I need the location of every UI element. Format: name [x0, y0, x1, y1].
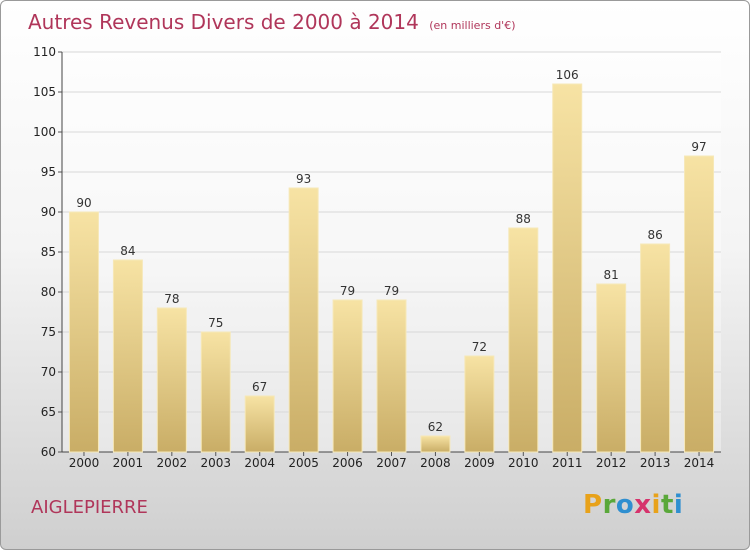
x-tick-label: 2013	[640, 456, 671, 470]
x-tick-label: 2004	[244, 456, 275, 470]
bar	[288, 187, 319, 453]
bar	[68, 211, 99, 453]
bar	[640, 243, 671, 453]
bar-value-label: 75	[208, 316, 223, 330]
chart-title-text: Autres Revenus Divers de 2000 à 2014	[28, 10, 419, 34]
x-tick-label: 2000	[69, 456, 100, 470]
y-tick-label: 85	[41, 245, 56, 259]
bar	[508, 227, 539, 453]
bar-value-label: 86	[647, 228, 662, 242]
x-tick-label: 2014	[684, 456, 715, 470]
bar-value-label: 72	[472, 340, 487, 354]
bar	[244, 395, 275, 453]
y-tick-label: 65	[41, 405, 56, 419]
x-tick-label: 2009	[464, 456, 495, 470]
x-tick-label: 2010	[508, 456, 539, 470]
bar	[376, 299, 407, 453]
bar-value-label: 97	[691, 140, 706, 154]
x-tick-label: 2002	[157, 456, 188, 470]
bar	[684, 155, 715, 453]
bar-value-label: 84	[120, 244, 135, 258]
bar	[200, 331, 231, 453]
bar-value-label: 78	[164, 292, 179, 306]
location-name: AIGLEPIERRE	[31, 497, 148, 518]
bar-value-label: 79	[384, 284, 399, 298]
x-tick-label: 2003	[200, 456, 231, 470]
x-tick-label: 2007	[376, 456, 407, 470]
bar	[596, 283, 627, 453]
x-tick-label: 2011	[552, 456, 583, 470]
x-tick-label: 2008	[420, 456, 451, 470]
bar-value-label: 62	[428, 420, 443, 434]
bar	[420, 435, 451, 453]
chart-title: Autres Revenus Divers de 2000 à 2014 (en…	[28, 10, 516, 34]
y-tick-label: 110	[33, 45, 56, 59]
bar	[552, 83, 583, 453]
bar	[464, 355, 495, 453]
bar	[332, 299, 363, 453]
proxiti-logo: Proxiti	[583, 490, 684, 520]
y-tick-label: 100	[33, 125, 56, 139]
bar-value-label: 88	[516, 212, 531, 226]
bar-value-label: 81	[604, 268, 619, 282]
y-tick-label: 60	[41, 445, 56, 459]
bar	[112, 259, 143, 453]
x-tick-label: 2012	[596, 456, 627, 470]
y-tick-label: 70	[41, 365, 56, 379]
y-tick-label: 90	[41, 205, 56, 219]
bar-value-label: 79	[340, 284, 355, 298]
y-tick-label: 75	[41, 325, 56, 339]
y-tick-label: 95	[41, 165, 56, 179]
bar-value-label: 93	[296, 172, 311, 186]
x-tick-label: 2006	[332, 456, 363, 470]
y-tick-label: 80	[41, 285, 56, 299]
bar-value-label: 90	[76, 196, 91, 210]
x-tick-label: 2001	[113, 456, 144, 470]
x-tick-label: 2005	[288, 456, 319, 470]
y-tick-label: 105	[33, 85, 56, 99]
bar-value-label: 106	[556, 68, 579, 82]
bar-value-label: 67	[252, 380, 267, 394]
chart-title-unit: (en milliers d'€)	[429, 19, 516, 32]
bar	[156, 307, 187, 453]
